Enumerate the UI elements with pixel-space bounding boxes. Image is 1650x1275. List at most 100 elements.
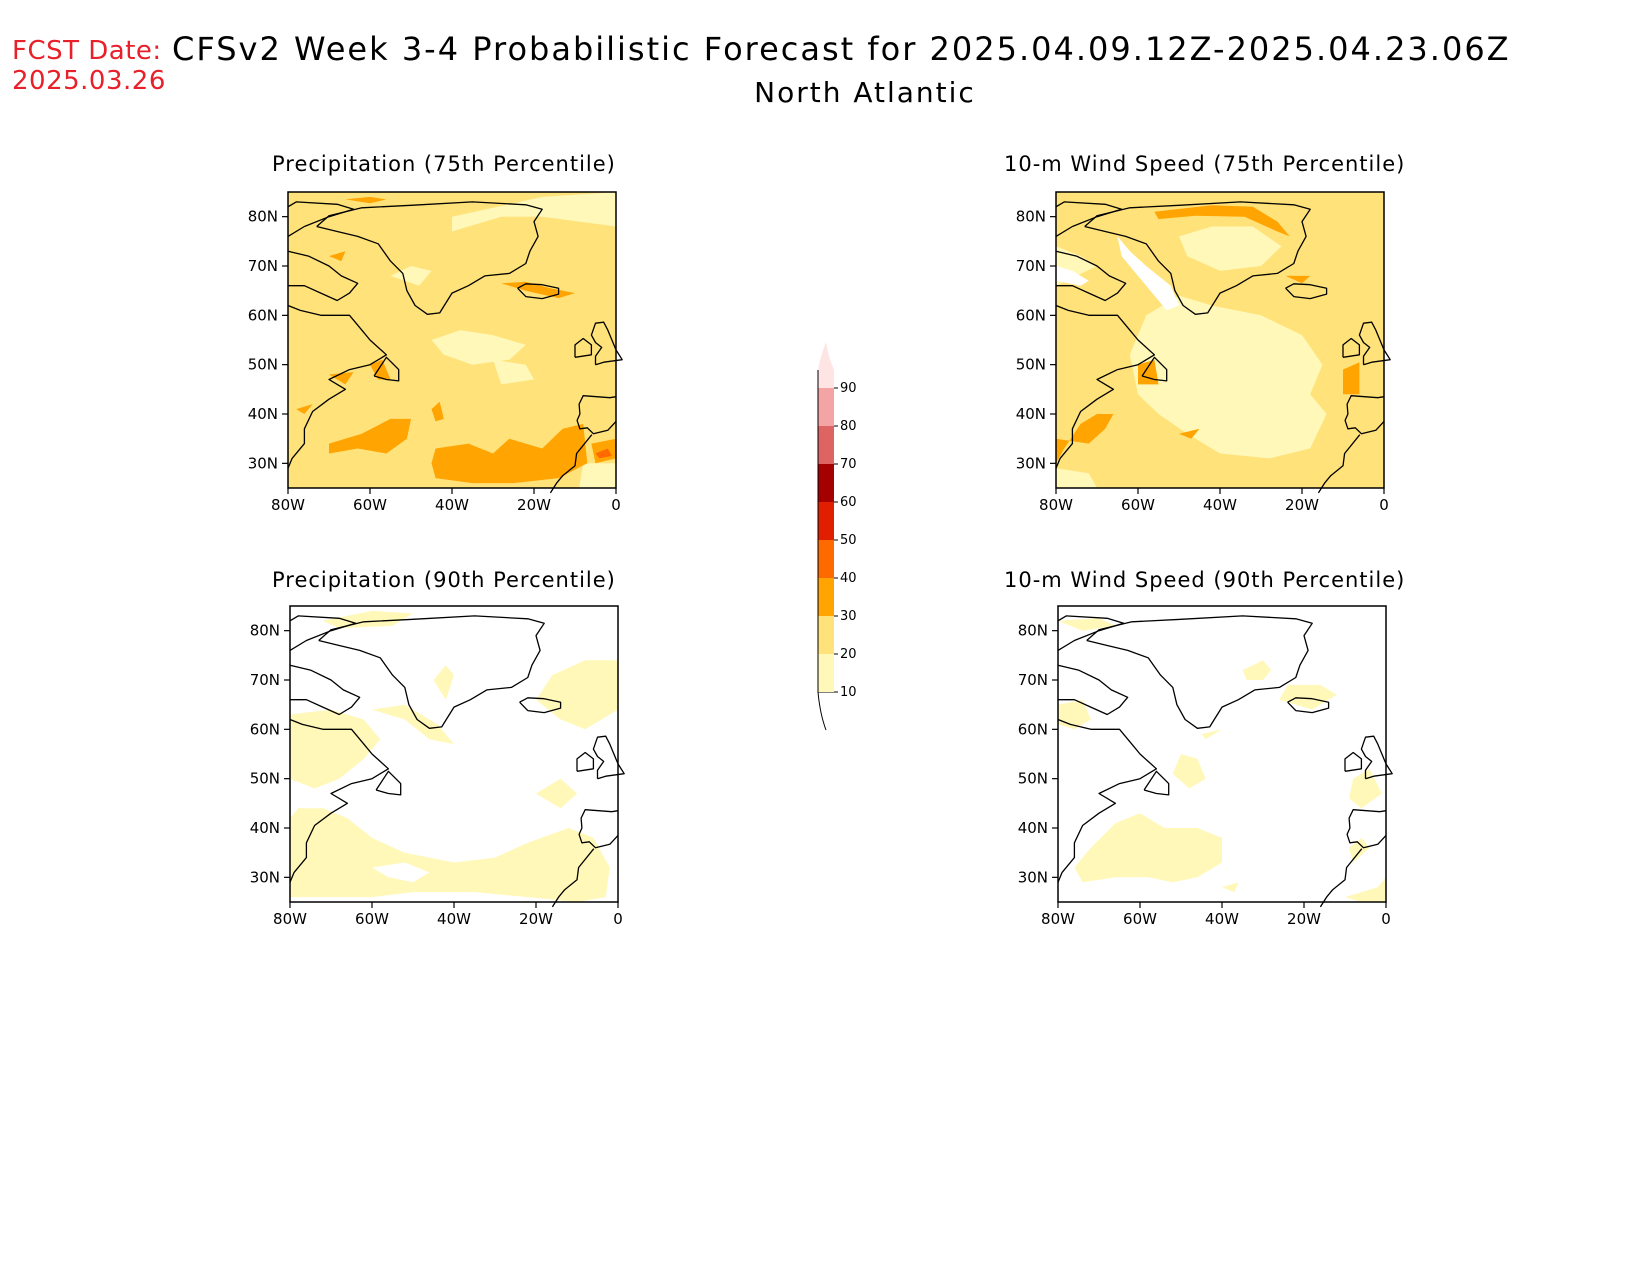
precip90-africa-coast xyxy=(551,848,595,908)
precip75-shade-4 xyxy=(579,463,616,488)
wind75-britain-coast xyxy=(1358,321,1391,366)
precip75-north-america-coast xyxy=(287,304,388,469)
page-title: CFSv2 Week 3-4 Probabilistic Forecast fo… xyxy=(172,30,1511,68)
colorbar-label-40: 40 xyxy=(840,571,857,586)
precip75-shade-6 xyxy=(329,418,411,454)
precip75-britain-coast xyxy=(590,321,623,366)
precip90-lat-label-70N: 70N xyxy=(250,671,280,689)
wind90-baffin-coast xyxy=(1057,664,1129,716)
precip90-shade-2 xyxy=(372,704,454,745)
colorbar-label-10: 10 xyxy=(840,685,857,700)
precip75-lon-label-80W: 80W xyxy=(271,496,305,514)
wind75-lon-label-80W: 80W xyxy=(1039,496,1073,514)
wind75-greenland-coast xyxy=(1084,201,1311,315)
precip90-lat-label-50N: 50N xyxy=(250,770,280,788)
precip90-iceland-coast xyxy=(519,697,562,714)
wind90-lat-label-70N: 70N xyxy=(1018,671,1048,689)
precip90-greenland-coast xyxy=(318,615,545,729)
wind90-lat-label-80N: 80N xyxy=(1018,622,1048,640)
wind90-ireland-coast xyxy=(1344,751,1363,772)
wind90-shade-1 xyxy=(1172,754,1206,789)
wind75-shade-12 xyxy=(1056,266,1089,286)
wind75-shade-7 xyxy=(1343,362,1360,395)
wind90-europe-coast xyxy=(1346,809,1387,849)
precip75-lon-label-40W: 40W xyxy=(435,496,469,514)
wind75-lat-label-30N: 30N xyxy=(1016,454,1046,472)
forecast-date-label: FCST Date: xyxy=(12,36,162,66)
wind75-africa-coast xyxy=(1317,434,1361,494)
colorbar-swatch-30 xyxy=(818,578,834,616)
colorbar-label-50: 50 xyxy=(840,533,857,548)
precip90-lat-label-30N: 30N xyxy=(250,868,280,886)
wind75-shade-6 xyxy=(1138,359,1159,385)
wind90-lat-label-30N: 30N xyxy=(1018,868,1048,886)
colorbar-swatch-50 xyxy=(818,502,834,540)
wind90-africa-coast xyxy=(1319,848,1363,908)
wind75-lat-label-60N: 60N xyxy=(1016,306,1046,324)
precip75-lat-label-40N: 40N xyxy=(248,405,278,423)
precip75-ellesmere-coast xyxy=(287,201,355,237)
precip75-shade-11 xyxy=(329,372,354,385)
precip75-shade-10 xyxy=(370,359,391,380)
wind90-shade-4 xyxy=(1349,768,1382,809)
wind75-ireland-coast xyxy=(1342,337,1361,358)
wind75-shade-10 xyxy=(1056,468,1097,488)
colorbar-swatch-20 xyxy=(818,616,834,654)
wind75-baffin-coast xyxy=(1055,250,1127,302)
colorbar-swatch-10 xyxy=(818,654,834,692)
wind75-lat-label-40N: 40N xyxy=(1016,405,1046,423)
precip75-shade-16 xyxy=(329,251,346,262)
wind90-lon-label-80W: 80W xyxy=(1041,910,1075,928)
colorbar-label-80: 80 xyxy=(840,419,857,434)
wind90-shade-6 xyxy=(1242,660,1272,680)
precip90-shade-1 xyxy=(290,709,381,789)
precip90-shade-6 xyxy=(536,778,577,809)
colorbar-label-20: 20 xyxy=(840,647,857,662)
colorbar-swatch-80 xyxy=(818,388,834,426)
panel-title-precip-75: Precipitation (75th Percentile) xyxy=(272,152,616,176)
region-subtitle: North Atlantic xyxy=(754,76,976,109)
precip90-lon-label-40W: 40W xyxy=(437,910,471,928)
wind90-shade-5 xyxy=(1349,837,1370,863)
wind75-lon-label-20W: 20W xyxy=(1285,496,1319,514)
precip75-shade-14 xyxy=(595,448,612,459)
precip75-shade-7 xyxy=(431,423,588,484)
precip75-shade-2 xyxy=(431,330,526,365)
wind90-newfoundland-coast xyxy=(1143,770,1170,796)
wind90-shade-2 xyxy=(1222,882,1239,893)
precip75-lon-label-60W: 60W xyxy=(353,496,387,514)
precip90-lat-label-60N: 60N xyxy=(250,720,280,738)
precip90-ellesmere-coast xyxy=(289,615,357,651)
wind90-lat-label-60N: 60N xyxy=(1018,720,1048,738)
wind75-shade-5 xyxy=(1056,414,1114,464)
precip90-lon-label-80W: 80W xyxy=(273,910,307,928)
wind90-lon-label-0: 0 xyxy=(1381,910,1391,928)
precip75-ireland-coast xyxy=(574,337,593,358)
wind75-ellesmere-coast xyxy=(1055,201,1123,237)
wind90-lon-label-60W: 60W xyxy=(1123,910,1157,928)
wind75-shade-8 xyxy=(1179,428,1200,439)
precip75-lat-label-80N: 80N xyxy=(248,208,278,226)
precip-90-map: 80N 70N 60N 50N 40N 30N 80W 60W 40W 20W 0 xyxy=(250,605,625,928)
wind75-europe-coast xyxy=(1344,395,1385,435)
wind75-shade-11 xyxy=(1117,236,1179,311)
wind90-north-america-coast xyxy=(1057,718,1158,883)
wind90-shade-3 xyxy=(1345,877,1386,902)
precip90-shade-3 xyxy=(536,660,618,730)
wind90-shade-10 xyxy=(1058,699,1091,730)
wind75-lon-label-0: 0 xyxy=(1379,496,1389,514)
precip75-lat-label-70N: 70N xyxy=(248,257,278,275)
wind90-lat-label-50N: 50N xyxy=(1018,770,1048,788)
wind75-north-america-coast xyxy=(1055,304,1156,469)
precip75-europe-coast xyxy=(576,395,617,435)
precip90-north-america-coast xyxy=(289,718,390,883)
precip75-shade-15 xyxy=(296,404,313,414)
precip90-lon-label-60W: 60W xyxy=(355,910,389,928)
wind75-shade-4 xyxy=(1154,205,1290,237)
wind90-lat-label-40N: 40N xyxy=(1018,819,1048,837)
wind75-lat-label-70N: 70N xyxy=(1016,257,1046,275)
wind75-newfoundland-coast xyxy=(1141,356,1168,382)
wind75-lon-label-60W: 60W xyxy=(1121,496,1155,514)
wind90-lon-label-20W: 20W xyxy=(1287,910,1321,928)
wind90-greenland-coast xyxy=(1086,615,1313,729)
